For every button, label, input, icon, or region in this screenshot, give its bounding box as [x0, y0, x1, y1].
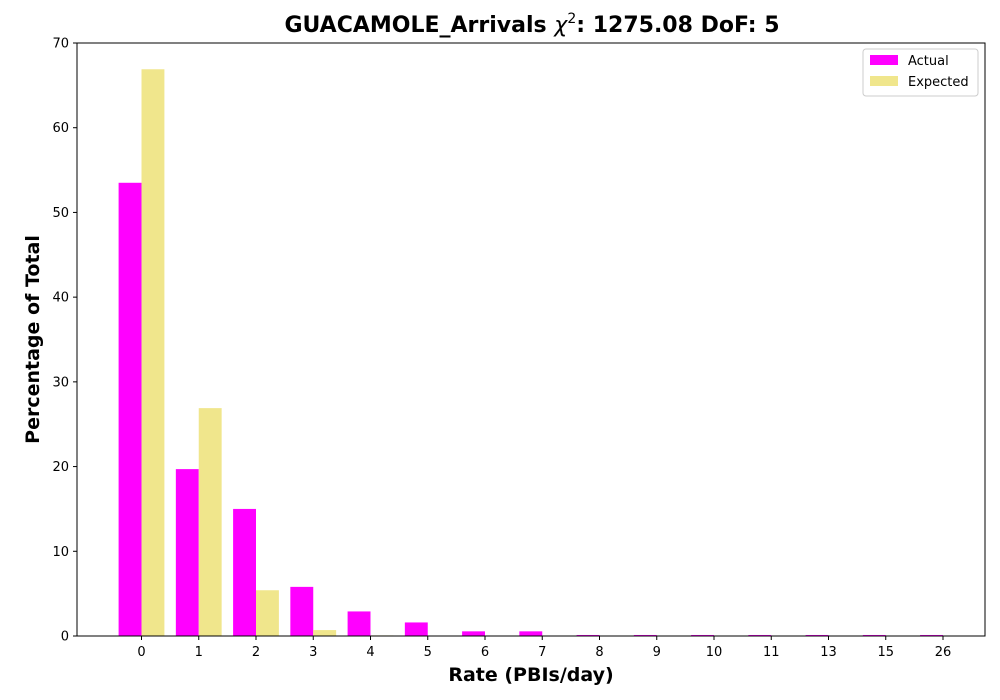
- bar-actual-3: [290, 586, 314, 636]
- bars-group: [118, 69, 943, 636]
- legend-swatch-actual: [870, 55, 898, 65]
- bar-actual-8: [576, 634, 600, 636]
- bar-actual-11: [748, 634, 772, 636]
- bar-actual-13: [805, 634, 829, 636]
- y-tick-label: 30: [52, 375, 69, 390]
- x-tick-label: 2: [252, 645, 260, 660]
- y-tick-label: 70: [52, 37, 69, 52]
- bar-actual-6: [462, 631, 485, 636]
- x-tick-label: 6: [481, 645, 489, 660]
- chart-title-spacer: [547, 13, 555, 38]
- bar-actual-7: [519, 631, 543, 636]
- bar-actual-26: [920, 634, 943, 636]
- x-tick-label: 10: [706, 645, 723, 660]
- bar-actual-0: [118, 182, 142, 636]
- bar-actual-15: [862, 634, 886, 636]
- chart-title-chi-exponent: 2: [567, 11, 576, 27]
- x-tick-label: 1: [195, 645, 203, 660]
- x-tick-label: 0: [137, 645, 145, 660]
- bar-expected-3: [313, 630, 337, 636]
- chart-title-main: GUACAMOLE_Arrivals: [284, 13, 546, 38]
- chart-title-chi-symbol: χ: [553, 13, 568, 38]
- y-tick-label: 0: [61, 630, 69, 645]
- y-tick-label: 20: [52, 460, 69, 475]
- bar-expected-0: [141, 69, 165, 636]
- x-tick-label: 5: [424, 645, 432, 660]
- x-axis-ticks: 0 1 2 3 4 5 6 7 8 9 10 11 13 15 26: [137, 636, 951, 660]
- y-axis-label: Percentage of Total: [22, 235, 44, 444]
- x-tick-label: 8: [595, 645, 603, 660]
- y-axis-ticks: 0 10 20 30 40 50 60 70: [52, 37, 77, 645]
- y-tick-label: 40: [52, 291, 69, 306]
- x-tick-label: 9: [653, 645, 661, 660]
- x-tick-label: 13: [820, 645, 837, 660]
- chart-title-stat: : 1275.08 DoF: 5: [576, 13, 779, 38]
- plot-area-frame: [76, 42, 986, 637]
- bar-actual-5: [404, 622, 428, 636]
- legend-swatch-expected: [870, 76, 898, 86]
- bar-actual-1: [175, 469, 199, 636]
- bar-actual-9: [633, 634, 657, 636]
- y-tick-label: 10: [52, 545, 69, 560]
- bar-expected-1: [198, 408, 222, 636]
- bar-actual-4: [347, 611, 371, 636]
- x-tick-label: 7: [538, 645, 546, 660]
- x-axis-label: Rate (PBIs/day): [448, 664, 613, 686]
- legend-label-expected: Expected: [908, 75, 969, 90]
- x-tick-label: 3: [309, 645, 317, 660]
- y-tick-label: 60: [52, 121, 69, 136]
- bar-actual-2: [233, 508, 256, 636]
- chart-title: GUACAMOLE_Arrivals χ2: 1275.08 DoF: 5: [284, 11, 779, 38]
- x-tick-label: 4: [366, 645, 374, 660]
- bar-expected-2: [256, 590, 279, 636]
- bar-actual-10: [691, 634, 714, 636]
- legend: Actual Expected: [862, 48, 979, 97]
- x-tick-label: 26: [935, 645, 952, 660]
- y-tick-label: 50: [52, 206, 69, 221]
- x-tick-label: 11: [763, 645, 780, 660]
- x-tick-label: 15: [877, 645, 894, 660]
- legend-label-actual: Actual: [908, 54, 949, 69]
